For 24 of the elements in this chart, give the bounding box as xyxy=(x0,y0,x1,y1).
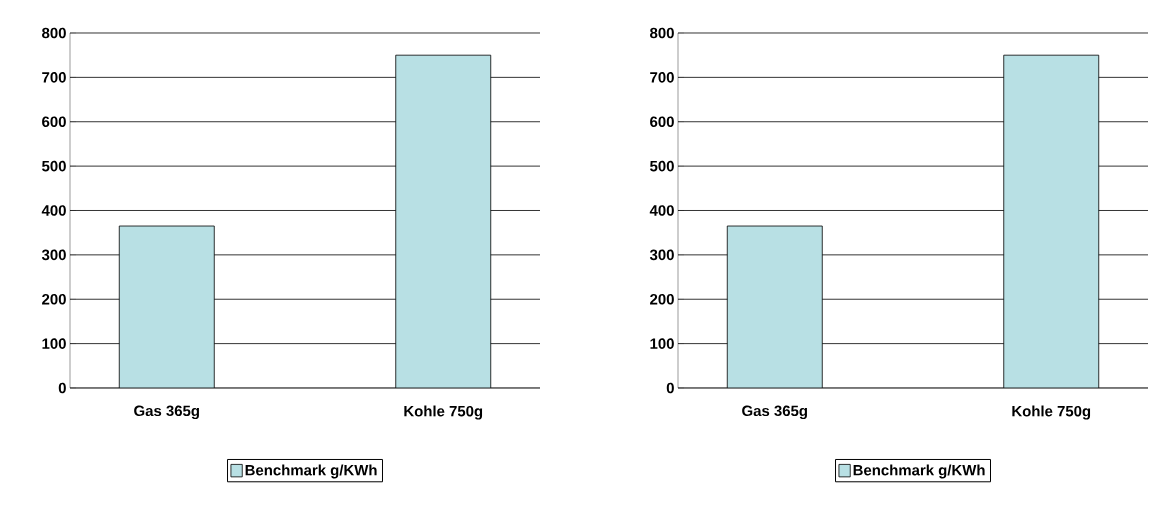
x-tick-label: Gas 365g xyxy=(742,405,807,420)
y-tick-label: 700 xyxy=(650,72,674,83)
y-tick-label: 400 xyxy=(649,205,674,216)
y-tick-label: 700 xyxy=(42,72,66,83)
y-tick-label: 200 xyxy=(42,293,66,305)
y-tick-label: 300 xyxy=(649,249,674,261)
y-tick-label: 100 xyxy=(650,338,674,349)
legend-label: Benchmark g/KWh xyxy=(853,464,985,479)
y-tick-label: 800 xyxy=(42,27,66,39)
y-tick-label: 300 xyxy=(41,249,66,261)
x-tick-label: Kohle 750g xyxy=(404,405,483,420)
y-tick-label: 600 xyxy=(650,116,674,128)
y-tick-label: 200 xyxy=(650,293,674,305)
y-tick-label: 0 xyxy=(58,382,66,394)
y-tick-label: 0 xyxy=(666,382,674,394)
y-tick-label: 100 xyxy=(42,338,66,349)
y-tick-label: 400 xyxy=(41,205,66,216)
x-tick-label: Kohle 750g xyxy=(1012,405,1091,420)
x-tick-label: Gas 365g xyxy=(134,405,199,420)
y-tick-label: 500 xyxy=(650,160,674,172)
y-tick-label: 600 xyxy=(42,116,66,128)
y-tick-label: 500 xyxy=(42,160,66,172)
legend-label: Benchmark g/KWh xyxy=(245,464,377,479)
y-tick-label: 800 xyxy=(650,27,674,39)
